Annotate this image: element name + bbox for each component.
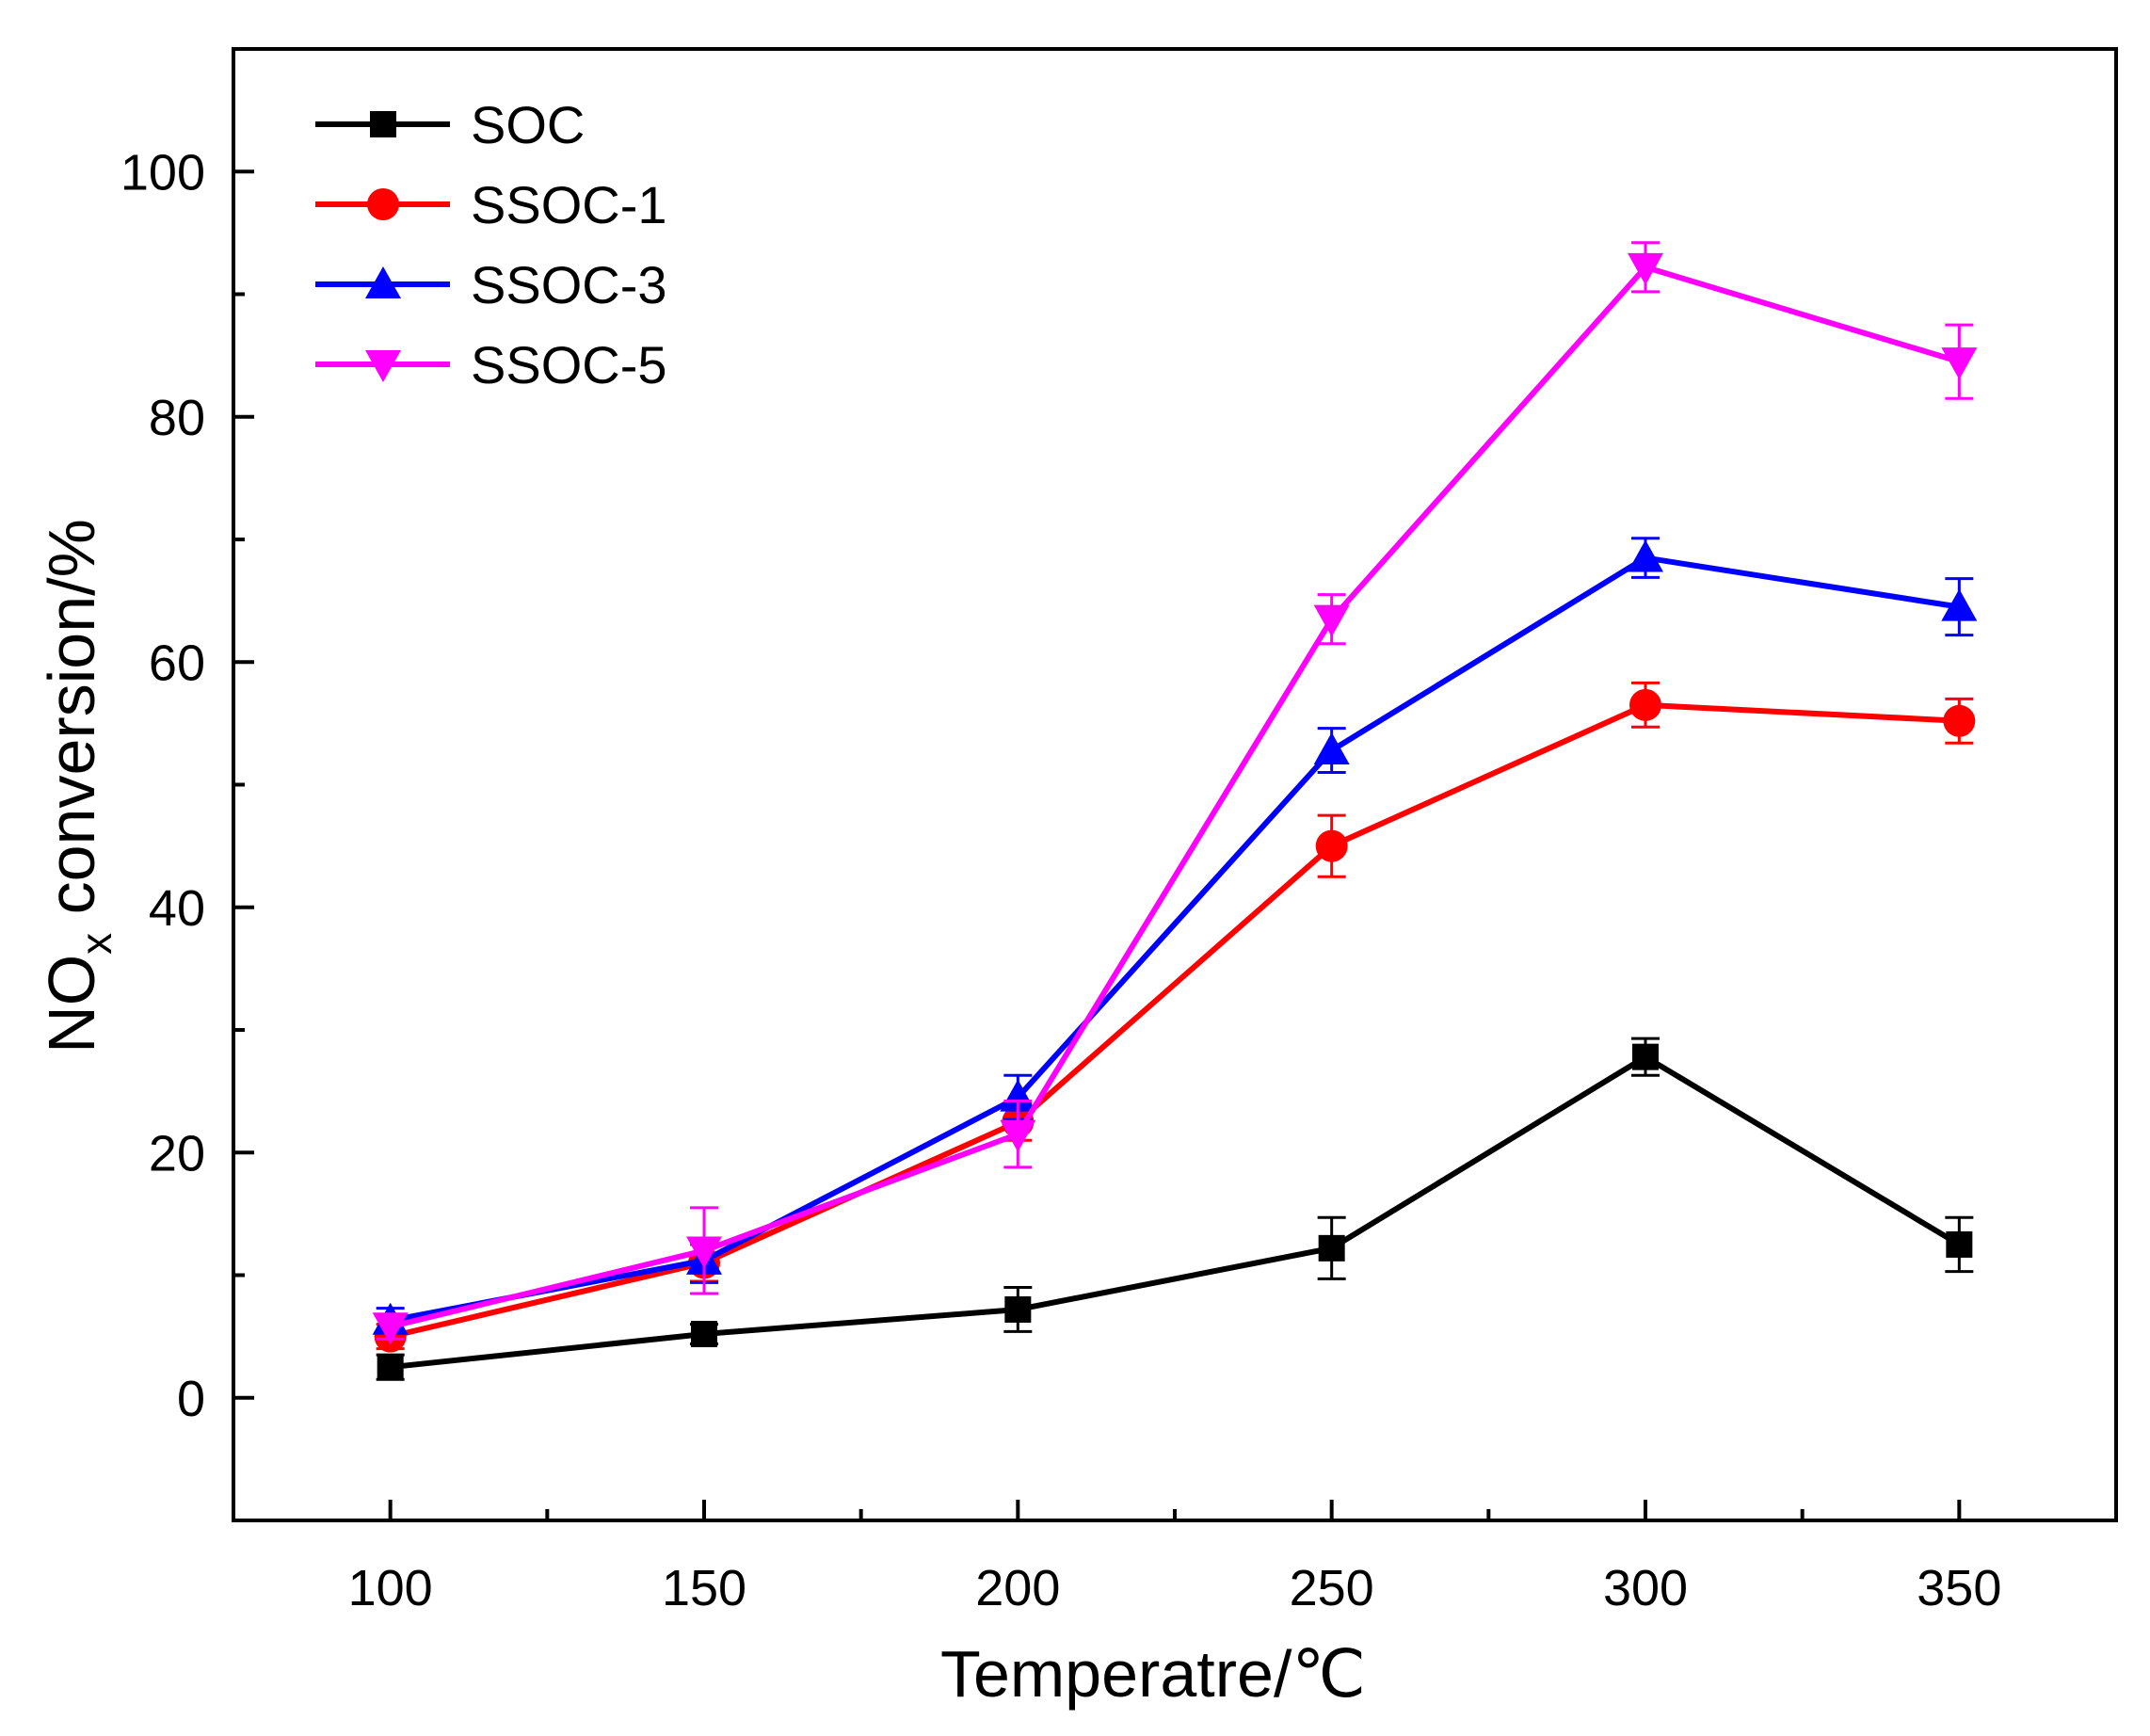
y-tick-label: 20 <box>149 1125 205 1181</box>
x-tick-label: 200 <box>975 1560 1060 1616</box>
y-tick-label: 100 <box>120 144 205 201</box>
y-tick-label: 80 <box>149 390 205 446</box>
x-tick-label: 250 <box>1290 1560 1374 1616</box>
legend: SOC SSOC-1 SSOC-3 SSOC-5 <box>315 95 667 394</box>
legend-label: SSOC-3 <box>471 255 667 314</box>
series-line-ssoc-3 <box>390 555 1960 1324</box>
legend-marker-soc <box>370 111 396 137</box>
legend-label: SSOC-1 <box>471 175 667 234</box>
tick-labels: 100 150 200 250 300 350 0 20 40 60 80 100 <box>120 144 2001 1616</box>
data-point-soc <box>377 1354 404 1381</box>
y-axis-title-main: NO <box>35 955 108 1053</box>
data-point-ssoc-5 <box>1628 252 1663 285</box>
data-point-ssoc-5 <box>1941 347 1978 380</box>
data-point-ssoc-5 <box>1313 604 1350 637</box>
series-ssoc-3 <box>372 537 1978 1335</box>
data-point-ssoc-3 <box>1000 1079 1036 1112</box>
data-point-soc <box>1318 1234 1345 1262</box>
series-line-ssoc-5 <box>389 264 1961 1330</box>
x-tick-label: 100 <box>348 1560 433 1616</box>
legend-item-ssoc-5: SSOC-5 <box>315 335 667 394</box>
series-layer <box>372 241 1978 1381</box>
series-ssoc-5 <box>372 241 1978 1345</box>
data-point-ssoc-3 <box>1628 539 1663 572</box>
data-point-ssoc-3 <box>1313 732 1350 765</box>
data-point-soc <box>1946 1230 1973 1258</box>
x-tick-label: 300 <box>1603 1560 1688 1616</box>
data-point-ssoc-5 <box>686 1236 722 1269</box>
y-axis-title-text: NOx conversion/% <box>35 519 120 1053</box>
legend-item-soc: SOC <box>315 95 585 154</box>
data-point-ssoc-1 <box>1315 829 1348 862</box>
x-tick-label: 150 <box>662 1560 746 1616</box>
legend-item-ssoc-3: SSOC-3 <box>315 255 667 314</box>
y-axis-title: NOx conversion/% <box>35 519 120 1053</box>
y-tick-label: 40 <box>149 880 205 937</box>
data-point-ssoc-5 <box>1000 1119 1036 1152</box>
data-point-soc <box>691 1321 717 1348</box>
y-axis-title-subscript: x <box>72 933 120 955</box>
data-point-soc <box>1004 1295 1032 1323</box>
y-axis-title-rest: conversion/% <box>35 519 108 933</box>
legend-label: SSOC-5 <box>471 335 667 394</box>
x-axis-title: Temperatre/℃ <box>940 1637 1366 1711</box>
legend-item-ssoc-1: SSOC-1 <box>315 175 667 234</box>
y-tick-label: 60 <box>149 635 205 691</box>
legend-label: SOC <box>471 95 585 154</box>
axis-ticks <box>233 169 1962 1520</box>
legend-marker-ssoc-1 <box>367 188 399 220</box>
data-point-ssoc-1 <box>1629 688 1661 721</box>
legend-marker-ssoc-3 <box>365 266 401 298</box>
series-soc <box>376 1037 1974 1381</box>
data-point-soc <box>1632 1043 1659 1070</box>
legend-marker-ssoc-5 <box>365 350 401 382</box>
data-point-ssoc-5 <box>372 1312 409 1345</box>
series-line-ssoc-1 <box>389 701 1960 1340</box>
x-tick-label: 350 <box>1917 1560 2001 1616</box>
series-line-soc <box>390 1053 1961 1371</box>
series-ssoc-1 <box>374 681 1976 1353</box>
data-point-ssoc-3 <box>1941 588 1978 621</box>
y-tick-label: 0 <box>177 1371 205 1427</box>
data-point-ssoc-1 <box>1943 704 1976 737</box>
